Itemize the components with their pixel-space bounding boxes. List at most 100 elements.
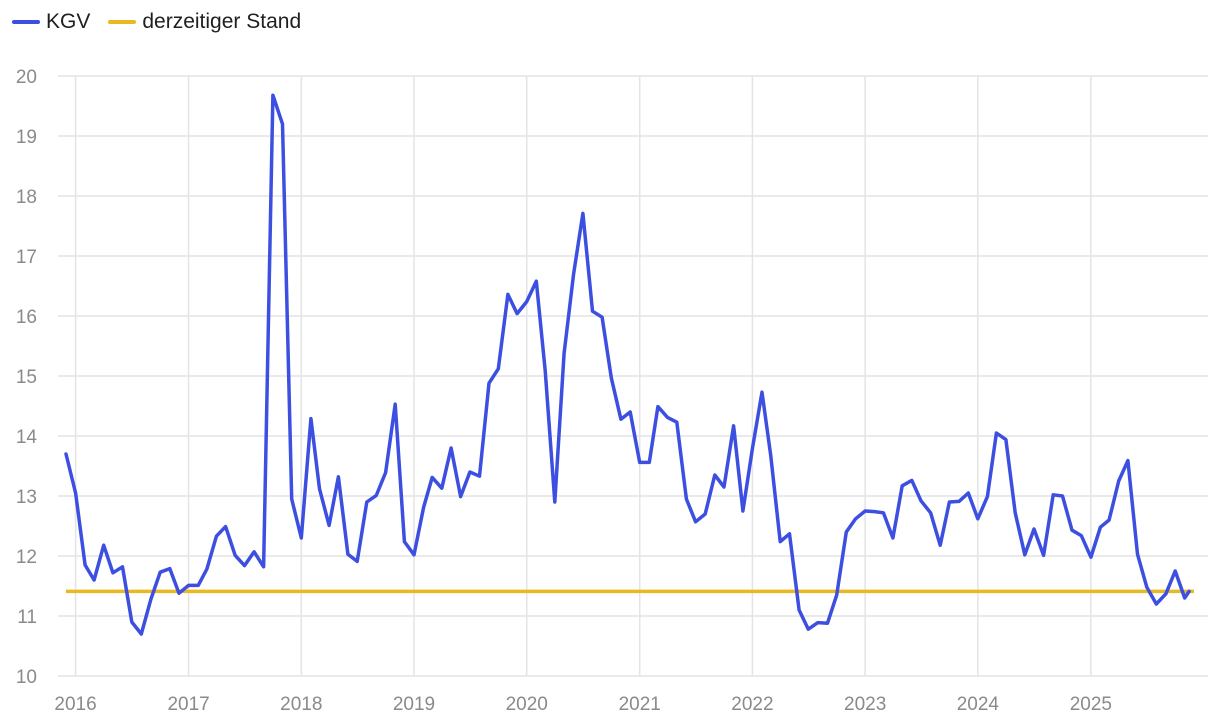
data-point-kgv-2019-08-01[interactable] (477, 473, 483, 479)
data-point-kgv-2018-09-01[interactable] (373, 492, 379, 498)
data-point-kgv-2021-07-01[interactable] (693, 519, 699, 525)
data-point-kgv-2024-02-01[interactable] (984, 494, 990, 500)
data-point-kgv-2020-09-01[interactable] (599, 314, 605, 320)
data-point-kgv-2025-06-01[interactable] (1135, 551, 1141, 557)
data-point-kgv-2019-07-01[interactable] (467, 469, 473, 475)
data-point-kgv-2022-04-01[interactable] (777, 539, 783, 545)
data-point-kgv-2025-03-01[interactable] (1106, 517, 1112, 523)
data-point-kgv-2018-10-01[interactable] (383, 470, 389, 476)
data-point-kgv-2022-03-01[interactable] (768, 452, 774, 458)
data-point-kgv-2024-01-01[interactable] (975, 516, 981, 522)
data-point-kgv-2015-12-01[interactable] (63, 451, 69, 457)
data-point-kgv-2024-10-01[interactable] (1060, 493, 1066, 499)
data-point-kgv-2019-10-01[interactable] (495, 366, 501, 372)
data-point-kgv-2016-02-01[interactable] (82, 562, 88, 568)
data-point-kgv-2016-09-01[interactable] (148, 596, 154, 602)
data-point-kgv-2023-12-01[interactable] (965, 490, 971, 496)
data-point-kgv-2016-05-01[interactable] (110, 570, 116, 576)
data-point-kgv-2025-09-01[interactable] (1163, 591, 1169, 597)
data-point-kgv-2017-05-01[interactable] (223, 524, 229, 530)
data-point-kgv-2024-12-01[interactable] (1078, 533, 1084, 539)
data-point-kgv-2020-06-01[interactable] (571, 271, 577, 277)
data-point-kgv-2023-01-01[interactable] (862, 508, 868, 514)
data-point-kgv-2022-08-01[interactable] (815, 620, 821, 626)
data-point-kgv-2017-02-01[interactable] (195, 582, 201, 588)
data-point-kgv-2017-10-01[interactable] (270, 92, 276, 98)
data-point-kgv-2019-12-01[interactable] (514, 311, 520, 317)
data-point-kgv-2018-06-01[interactable] (345, 551, 351, 557)
data-point-kgv-2024-04-01[interactable] (1003, 437, 1009, 443)
data-point-kgv-2018-12-01[interactable] (401, 539, 407, 545)
data-point-kgv-2020-10-01[interactable] (608, 375, 614, 381)
data-point-kgv-2022-11-01[interactable] (843, 529, 849, 535)
data-point-kgv-2024-05-01[interactable] (1012, 510, 1018, 516)
data-point-kgv-2017-06-01[interactable] (232, 552, 238, 558)
data-point-kgv-2020-05-01[interactable] (561, 350, 567, 356)
data-point-kgv-2019-02-01[interactable] (421, 504, 427, 510)
data-point-kgv-2021-01-01[interactable] (637, 459, 643, 465)
data-point-kgv-2022-10-01[interactable] (834, 592, 840, 598)
data-point-kgv-2025-02-01[interactable] (1097, 524, 1103, 530)
data-point-kgv-2023-02-01[interactable] (872, 509, 878, 515)
data-point-kgv-2021-06-01[interactable] (683, 496, 689, 502)
data-point-kgv-2017-08-01[interactable] (251, 549, 257, 555)
data-point-kgv-2016-07-01[interactable] (129, 619, 135, 625)
data-point-kgv-2018-02-01[interactable] (308, 416, 314, 422)
data-point-kgv-2019-06-01[interactable] (458, 494, 464, 500)
data-point-kgv-2022-12-01[interactable] (853, 516, 859, 522)
data-point-kgv-2022-05-01[interactable] (787, 531, 793, 537)
data-point-kgv-2017-04-01[interactable] (213, 533, 219, 539)
data-point-kgv-2022-07-01[interactable] (805, 626, 811, 632)
data-point-kgv-2025-10-01[interactable] (1172, 568, 1178, 574)
data-point-kgv-2021-09-01[interactable] (712, 472, 718, 478)
legend-item-kgv[interactable]: KGV (12, 10, 90, 34)
data-point-kgv-2018-01-01[interactable] (298, 535, 304, 541)
data-point-kgv-2020-08-01[interactable] (590, 308, 596, 314)
data-point-kgv-2022-06-01[interactable] (796, 607, 802, 613)
data-point-kgv-2022-01-01[interactable] (749, 446, 755, 452)
data-point-kgv-2021-11-01[interactable] (731, 423, 737, 429)
data-point-kgv-2018-03-01[interactable] (317, 486, 323, 492)
data-point-kgv-2025-01-01[interactable] (1088, 554, 1094, 560)
data-point-kgv-2020-04-01[interactable] (552, 499, 558, 505)
data-point-kgv-2019-11-01[interactable] (505, 291, 511, 297)
data-point-kgv-2020-02-01[interactable] (533, 278, 539, 284)
data-point-kgv-2019-04-01[interactable] (439, 485, 445, 491)
data-point-kgv-2023-03-01[interactable] (880, 510, 886, 516)
data-point-kgv-2016-08-01[interactable] (138, 631, 144, 637)
data-point-kgv-2024-03-01[interactable] (993, 430, 999, 436)
data-point-kgv-2017-11-01[interactable] (280, 121, 286, 127)
data-point-kgv-2020-01-01[interactable] (524, 299, 530, 305)
data-point-kgv-2019-05-01[interactable] (448, 445, 454, 451)
data-point-kgv-2016-10-01[interactable] (157, 569, 163, 575)
data-point-kgv-2020-11-01[interactable] (618, 416, 624, 422)
data-point-kgv-2023-10-01[interactable] (946, 499, 952, 505)
data-point-kgv-2018-05-01[interactable] (335, 474, 341, 480)
data-point-kgv-2017-07-01[interactable] (242, 563, 248, 569)
data-point-kgv-2017-01-01[interactable] (186, 582, 192, 588)
data-point-kgv-2016-12-01[interactable] (176, 590, 182, 596)
data-point-kgv-2017-09-01[interactable] (261, 564, 267, 570)
data-point-kgv-2016-04-01[interactable] (101, 542, 107, 548)
data-point-kgv-2025-05-01[interactable] (1125, 458, 1131, 464)
data-point-kgv-2021-08-01[interactable] (702, 511, 708, 517)
data-point-kgv-2021-02-01[interactable] (646, 459, 652, 465)
data-point-kgv-2017-03-01[interactable] (204, 566, 210, 572)
data-point-kgv-2024-08-01[interactable] (1041, 552, 1047, 558)
legend-item-current-level[interactable]: derzeitiger Stand (108, 10, 301, 34)
data-point-kgv-2025-07-01[interactable] (1144, 584, 1150, 590)
data-point-kgv-2019-03-01[interactable] (429, 474, 435, 480)
data-point-kgv-2016-06-01[interactable] (120, 564, 126, 570)
data-point-kgv-2017-12-01[interactable] (289, 496, 295, 502)
data-point-kgv-2019-01-01[interactable] (411, 552, 417, 558)
data-point-kgv-2024-07-01[interactable] (1031, 526, 1037, 532)
data-point-kgv-2025-04-01[interactable] (1116, 478, 1122, 484)
data-point-kgv-2023-05-01[interactable] (899, 483, 905, 489)
data-point-kgv-2023-07-01[interactable] (918, 498, 924, 504)
data-point-kgv-2024-09-01[interactable] (1050, 492, 1056, 498)
data-point-kgv-2020-07-01[interactable] (580, 210, 586, 216)
data-point-kgv-2020-03-01[interactable] (542, 368, 548, 374)
data-point-kgv-2023-09-01[interactable] (937, 542, 943, 548)
data-point-kgv-2024-11-01[interactable] (1069, 527, 1075, 533)
data-point-kgv-2016-03-01[interactable] (91, 577, 97, 583)
